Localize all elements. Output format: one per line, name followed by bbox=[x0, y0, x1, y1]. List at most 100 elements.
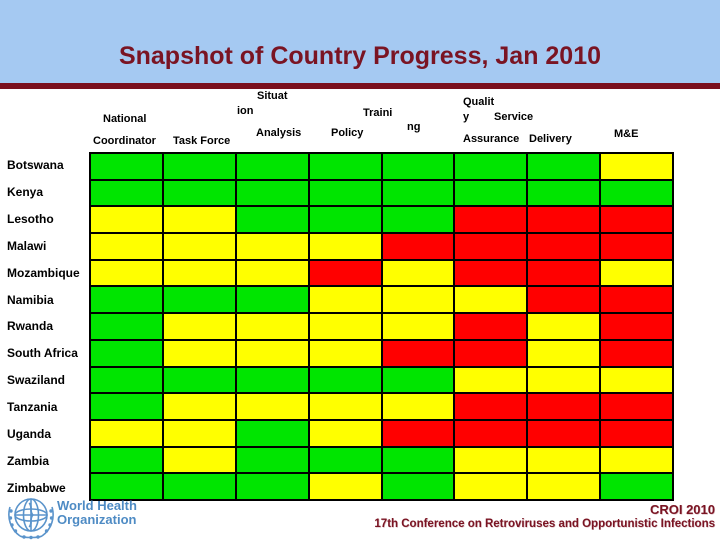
cell-kenya-col6 bbox=[455, 180, 527, 206]
row-label-rwanda: Rwanda bbox=[7, 319, 54, 334]
cell-mozambique-col6 bbox=[455, 260, 527, 286]
row-label-mozambique: Mozambique bbox=[7, 265, 80, 280]
cell-rwanda-col8 bbox=[601, 314, 672, 339]
row-label-kenya: Kenya bbox=[7, 185, 44, 200]
cell-swaziland-col4 bbox=[309, 367, 381, 393]
cell-malawi-col2 bbox=[163, 234, 235, 259]
who-wordmark-line2: Organization bbox=[57, 511, 137, 527]
footer-event: CROI 2010 bbox=[649, 502, 715, 517]
header-situation-line2: ion bbox=[237, 105, 254, 117]
header-service-line2: Delivery bbox=[529, 133, 572, 145]
header-situation-line1: Situat bbox=[257, 90, 288, 102]
title-rule bbox=[0, 83, 720, 89]
header-task-force: Task Force bbox=[173, 135, 231, 147]
cell-uganda-col7 bbox=[528, 420, 600, 446]
cell-swaziland-col2 bbox=[163, 367, 235, 393]
cell-south-africa-col6 bbox=[455, 340, 527, 366]
cell-south-africa-col8 bbox=[601, 340, 672, 366]
cell-uganda-col5 bbox=[382, 420, 454, 446]
cell-rwanda-col6 bbox=[455, 314, 527, 339]
cell-rwanda-col7 bbox=[528, 314, 600, 339]
cell-zimbabwe-col2 bbox=[163, 474, 235, 499]
cell-zambia-col4 bbox=[309, 447, 381, 473]
who-wordmark-line1: World Health bbox=[57, 498, 137, 513]
header-situation-line3: Analysis bbox=[256, 127, 302, 139]
cell-mozambique-col7 bbox=[528, 260, 600, 286]
cell-malawi-col7 bbox=[528, 234, 600, 259]
cell-south-africa-col1 bbox=[91, 340, 162, 366]
cell-kenya-col5 bbox=[382, 180, 454, 206]
cell-swaziland-col8 bbox=[601, 367, 672, 393]
cell-namibia-col6 bbox=[455, 287, 527, 313]
cell-botswana-col5 bbox=[382, 154, 454, 179]
cell-namibia-col4 bbox=[309, 287, 381, 313]
row-label-zambia: Zambia bbox=[7, 453, 50, 468]
cell-swaziland-col1 bbox=[91, 367, 162, 393]
cell-zambia-col8 bbox=[601, 447, 672, 473]
cell-tanzania-col8 bbox=[601, 394, 672, 419]
cell-rwanda-col1 bbox=[91, 314, 162, 339]
header-policy: Policy bbox=[331, 127, 364, 139]
title-band bbox=[0, 0, 720, 83]
cell-zimbabwe-col5 bbox=[382, 474, 454, 499]
header-training-line2: ng bbox=[407, 121, 421, 133]
cell-kenya-col7 bbox=[528, 180, 600, 206]
row-label-namibia: Namibia bbox=[7, 292, 54, 307]
footer-credits: CROI 2010 17th Conference on Retroviruse… bbox=[374, 502, 715, 532]
cell-zimbabwe-col7 bbox=[528, 474, 600, 499]
cell-lesotho-col8 bbox=[601, 207, 672, 233]
cell-malawi-col5 bbox=[382, 234, 454, 259]
cell-botswana-col2 bbox=[163, 154, 235, 179]
cell-uganda-col2 bbox=[163, 420, 235, 446]
header-national-line1: National bbox=[103, 113, 147, 125]
cell-tanzania-col1 bbox=[91, 394, 162, 419]
row-label-lesotho: Lesotho bbox=[7, 212, 54, 227]
cell-namibia-col1 bbox=[91, 287, 162, 313]
cell-zimbabwe-col6 bbox=[455, 474, 527, 499]
cell-south-africa-col3 bbox=[236, 340, 308, 366]
cell-mozambique-col4 bbox=[309, 260, 381, 286]
cell-mozambique-col2 bbox=[163, 260, 235, 286]
row-label-south-africa: South Africa bbox=[7, 346, 78, 361]
cell-mozambique-col8 bbox=[601, 260, 672, 286]
cell-zimbabwe-col4 bbox=[309, 474, 381, 499]
cell-namibia-col8 bbox=[601, 287, 672, 313]
cell-swaziland-col6 bbox=[455, 367, 527, 393]
cell-south-africa-col7 bbox=[528, 340, 600, 366]
page-title: Snapshot of Country Progress, Jan 2010 bbox=[118, 42, 602, 70]
row-label-zimbabwe: Zimbabwe bbox=[7, 480, 66, 495]
cell-zambia-col6 bbox=[455, 447, 527, 473]
cell-zambia-col5 bbox=[382, 447, 454, 473]
cell-botswana-col7 bbox=[528, 154, 600, 179]
cell-tanzania-col5 bbox=[382, 394, 454, 419]
cell-malawi-col1 bbox=[91, 234, 162, 259]
cell-uganda-col6 bbox=[455, 420, 527, 446]
cell-zimbabwe-col8 bbox=[601, 474, 672, 499]
header-training-line1: Traini bbox=[363, 107, 393, 119]
cell-kenya-col2 bbox=[163, 180, 235, 206]
row-label-tanzania: Tanzania bbox=[7, 400, 58, 415]
cell-zambia-col1 bbox=[91, 447, 162, 473]
country-labels: Botswana Kenya Lesotho Malawi Mozambique Nami… bbox=[7, 152, 89, 501]
cell-zimbabwe-col1 bbox=[91, 474, 162, 499]
header-me: M&E bbox=[614, 128, 639, 140]
cell-lesotho-col5 bbox=[382, 207, 454, 233]
cell-tanzania-col2 bbox=[163, 394, 235, 419]
cell-uganda-col4 bbox=[309, 420, 381, 446]
row-label-botswana: Botswana bbox=[7, 158, 64, 173]
cell-namibia-col7 bbox=[528, 287, 600, 313]
cell-malawi-col6 bbox=[455, 234, 527, 259]
cell-malawi-col3 bbox=[236, 234, 308, 259]
cell-swaziland-col5 bbox=[382, 367, 454, 393]
cell-botswana-col4 bbox=[309, 154, 381, 179]
cell-botswana-col3 bbox=[236, 154, 308, 179]
cell-south-africa-col4 bbox=[309, 340, 381, 366]
header-quality-line2: y bbox=[463, 111, 470, 123]
cell-swaziland-col3 bbox=[236, 367, 308, 393]
header-quality-line3: Assurance bbox=[463, 133, 520, 145]
cell-mozambique-col1 bbox=[91, 260, 162, 286]
cell-uganda-col3 bbox=[236, 420, 308, 446]
cell-rwanda-col2 bbox=[163, 314, 235, 339]
cell-namibia-col5 bbox=[382, 287, 454, 313]
